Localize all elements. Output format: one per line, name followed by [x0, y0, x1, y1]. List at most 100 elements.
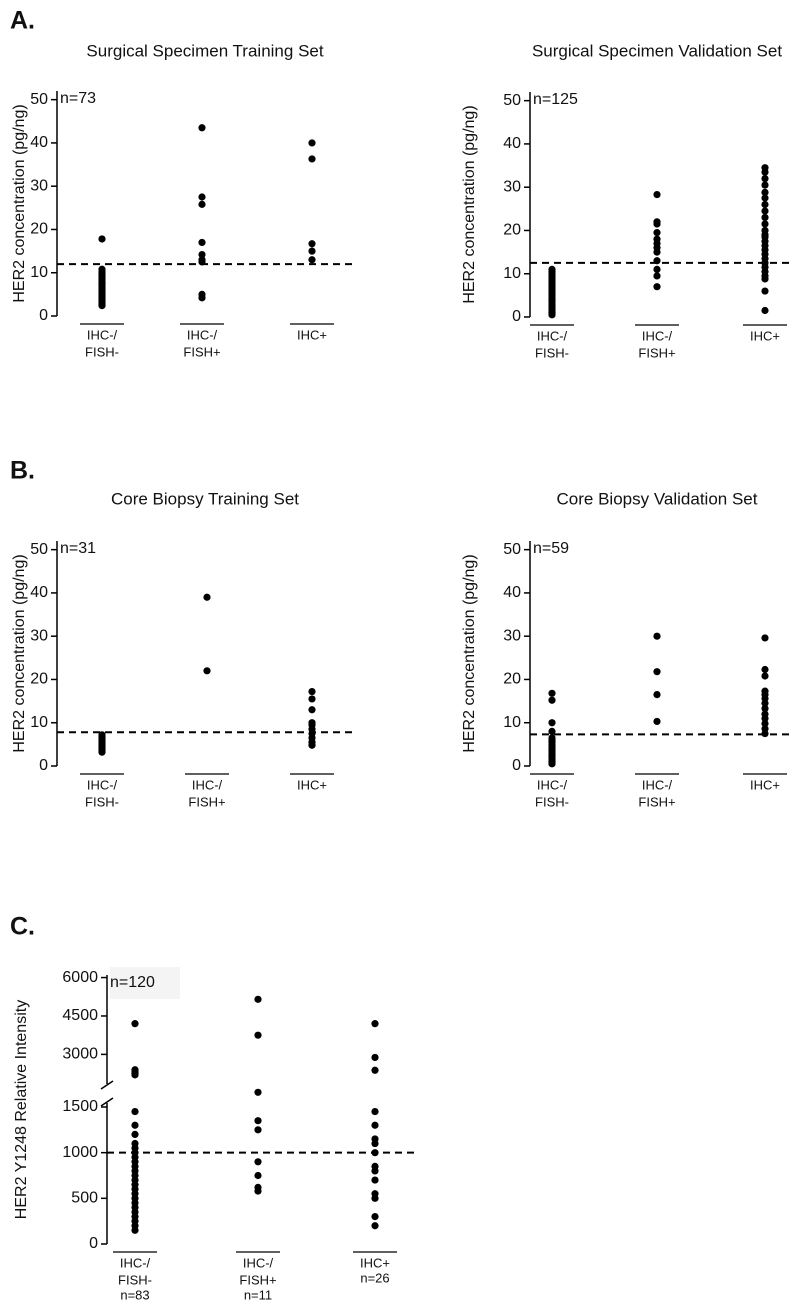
dot: [761, 704, 769, 713]
dot: [254, 1187, 262, 1195]
y-tick-label: 6000: [62, 969, 98, 986]
dot: [308, 139, 316, 147]
y-tick-label: 30: [503, 178, 521, 195]
y-tick-label: 50: [30, 541, 48, 558]
annotation: n=73: [60, 90, 96, 107]
dot: [761, 665, 769, 674]
dot: [653, 632, 661, 640]
y-tick-label: 20: [503, 222, 521, 239]
dot: [653, 265, 661, 274]
dot: [254, 1158, 262, 1166]
category-count: n=83: [120, 1287, 149, 1302]
x-tick-label: IHC-/: [187, 327, 218, 342]
x-tick-label: IHC-/: [537, 328, 568, 343]
y-axis-label: HER2 concentration (pg/ng): [11, 554, 28, 752]
y-tick-label: 3000: [62, 1046, 98, 1063]
y-tick-label: 40: [30, 584, 48, 601]
dot: [254, 1031, 262, 1039]
dot: [203, 593, 211, 601]
dot: [548, 696, 556, 704]
dot: [371, 1121, 379, 1129]
dot: [371, 1167, 379, 1175]
dot: [761, 181, 769, 189]
annotation: n=59: [533, 540, 569, 557]
y-tick-label: 1000: [62, 1144, 98, 1161]
y-tick-label: 20: [503, 671, 521, 688]
dot: [548, 311, 556, 319]
dot: [371, 1107, 379, 1116]
dot: [308, 741, 316, 749]
y-axis-label: HER2 concentration (pg/ng): [11, 104, 28, 302]
dot: [653, 190, 661, 199]
y-tick-label: 500: [71, 1190, 98, 1207]
x-tick-label: FISH-: [85, 344, 119, 359]
y-tick-label: 50: [503, 92, 521, 109]
y-tick-label: 40: [503, 135, 521, 152]
chart-title: Core Biopsy Training Set: [111, 489, 299, 508]
y-tick-label: 0: [39, 757, 48, 774]
x-tick-label: IHC-/: [642, 777, 673, 792]
x-tick-label: FISH+: [188, 794, 225, 809]
dot: [761, 699, 769, 707]
y-tick-label: 0: [512, 757, 521, 774]
y-axis-label: HER2 Y1248 Relative Intensity: [13, 1000, 30, 1219]
y-tick-label: 4500: [62, 1007, 98, 1024]
y-tick-label: 0: [512, 308, 521, 325]
y-tick-label: 0: [89, 1235, 98, 1252]
x-tick-label: FISH-: [535, 794, 569, 809]
dot: [371, 1066, 379, 1074]
dot: [653, 248, 661, 256]
y-tick-label: 30: [30, 627, 48, 644]
x-tick-label: IHC-/: [642, 328, 673, 343]
panel-label: C.: [10, 913, 35, 941]
dot: [548, 719, 556, 727]
x-tick-label: IHC-/: [87, 327, 118, 342]
dot: [198, 250, 206, 259]
dot: [198, 193, 206, 201]
axis-break: [100, 1080, 114, 1090]
dot: [198, 124, 206, 132]
panel-label: A.: [10, 7, 35, 35]
annotation-background: [110, 967, 180, 999]
dot: [761, 672, 769, 680]
dot: [761, 306, 769, 315]
dot: [203, 667, 211, 675]
chart-title: Core Biopsy Validation Set: [557, 489, 758, 508]
dot: [254, 1117, 262, 1125]
x-tick-label: IHC-/: [120, 1255, 151, 1270]
y-tick-label: 20: [30, 671, 48, 688]
dot: [131, 1020, 139, 1028]
y-tick-label: 10: [30, 714, 48, 731]
dot: [308, 247, 316, 255]
y-tick-label: 50: [503, 541, 521, 558]
y-tick-label: 10: [503, 714, 521, 731]
y-tick-label: 40: [503, 584, 521, 601]
dot: [653, 272, 661, 280]
x-tick-label: IHC+: [297, 777, 327, 792]
x-tick-label: FISH+: [183, 344, 220, 359]
dot: [548, 727, 556, 735]
y-tick-label: 1500: [62, 1098, 98, 1115]
dot: [653, 691, 661, 699]
y-tick-label: 20: [30, 221, 48, 238]
dot: [761, 168, 769, 176]
x-tick-label: FISH-: [118, 1272, 152, 1287]
annotation: n=31: [60, 540, 96, 557]
annotation: n=120: [110, 974, 155, 991]
dot: [371, 1194, 379, 1202]
dot: [308, 240, 316, 248]
dot: [371, 1213, 379, 1221]
dot: [198, 200, 206, 208]
dot: [761, 275, 769, 283]
y-axis-label: HER2 concentration (pg/ng): [461, 554, 478, 752]
x-tick-label: IHC-/: [87, 777, 118, 792]
dot: [371, 1139, 379, 1148]
dot: [761, 634, 769, 642]
dot: [198, 294, 206, 302]
dot: [761, 207, 769, 215]
dot: [308, 687, 316, 696]
dot: [761, 200, 769, 209]
x-tick-label: FISH+: [239, 1272, 276, 1287]
dot: [371, 1020, 379, 1028]
x-tick-label: IHC+: [750, 328, 780, 343]
